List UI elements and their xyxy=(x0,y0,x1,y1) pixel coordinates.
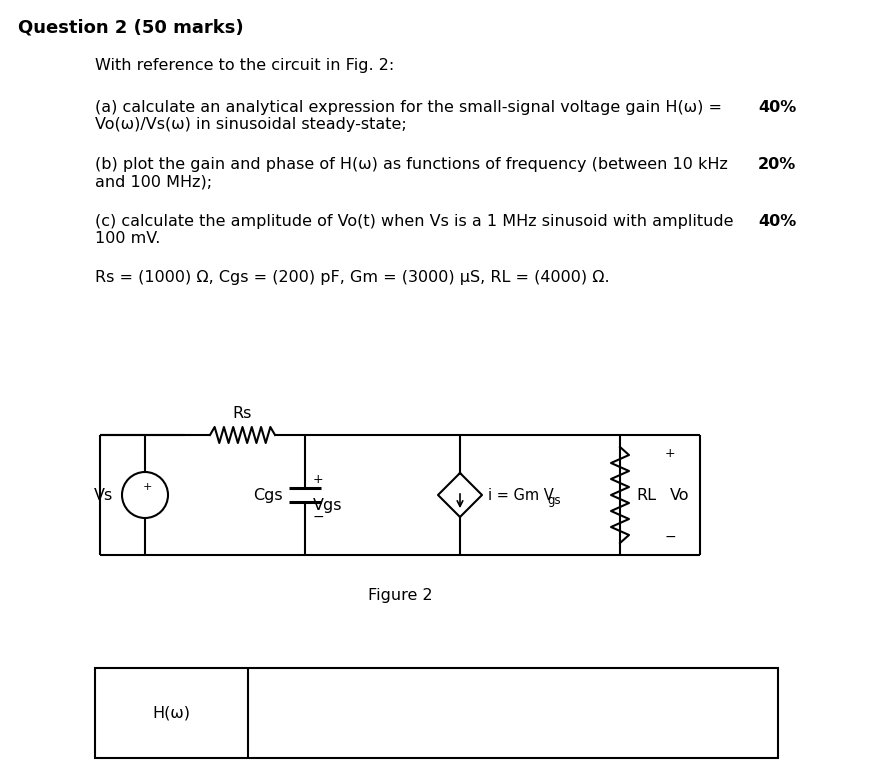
Text: (b) plot the gain and phase of H(ω) as functions of frequency (between 10 kHz: (b) plot the gain and phase of H(ω) as f… xyxy=(95,157,727,172)
Text: +: + xyxy=(664,447,675,460)
Text: +: + xyxy=(313,472,324,485)
Text: −: − xyxy=(663,530,675,544)
Text: Question 2 (50 marks): Question 2 (50 marks) xyxy=(18,18,243,36)
Text: 100 mV.: 100 mV. xyxy=(95,231,160,246)
Text: RL: RL xyxy=(636,488,655,503)
Text: 40%: 40% xyxy=(757,100,796,115)
Text: −: − xyxy=(313,510,325,524)
Text: Vo: Vo xyxy=(670,488,688,503)
Text: Vo(ω)/Vs(ω) in sinusoidal steady-state;: Vo(ω)/Vs(ω) in sinusoidal steady-state; xyxy=(95,117,406,132)
Text: 40%: 40% xyxy=(757,214,796,229)
Text: Vgs: Vgs xyxy=(313,498,342,513)
Text: Cgs: Cgs xyxy=(253,488,283,503)
Text: Figure 2: Figure 2 xyxy=(367,588,432,603)
Text: Rs: Rs xyxy=(232,406,252,421)
Text: (a) calculate an analytical expression for the small-signal voltage gain H(ω) =: (a) calculate an analytical expression f… xyxy=(95,100,721,115)
Text: Rs = (1000) Ω, Cgs = (200) pF, Gm = (3000) μS, RL = (4000) Ω.: Rs = (1000) Ω, Cgs = (200) pF, Gm = (300… xyxy=(95,270,609,285)
Text: With reference to the circuit in Fig. 2:: With reference to the circuit in Fig. 2: xyxy=(95,58,394,73)
Text: i = Gm V: i = Gm V xyxy=(487,488,553,503)
Text: 20%: 20% xyxy=(757,157,796,172)
Text: Vs: Vs xyxy=(94,488,113,503)
Text: H(ω): H(ω) xyxy=(152,706,190,720)
Text: gs: gs xyxy=(546,493,560,506)
Text: and 100 MHz);: and 100 MHz); xyxy=(95,174,212,189)
Text: +: + xyxy=(142,482,151,492)
Bar xyxy=(95,668,777,758)
Text: (c) calculate the amplitude of Vo(t) when Vs is a 1 MHz sinusoid with amplitude: (c) calculate the amplitude of Vo(t) whe… xyxy=(95,214,733,229)
